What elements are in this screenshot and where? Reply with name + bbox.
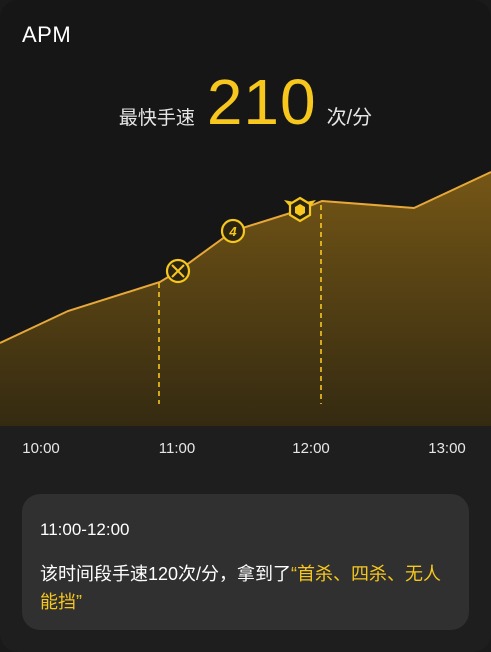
top-speed-value: 210 [206, 66, 317, 138]
summary-text-prefix: 该时间段手速120次/分，拿到了 [40, 564, 292, 584]
top-speed-label: 最快手速 [118, 108, 195, 129]
period-summary-card: 11:00-12:00 该时间段手速120次/分，拿到了“首杀、四杀、无人能挡” [22, 494, 469, 630]
x-tick-label: 10:00 [22, 440, 60, 457]
apm-area-fill [0, 172, 491, 426]
page-title: APM [22, 22, 72, 47]
x-tick-label: 12:00 [292, 440, 330, 457]
first-blood-icon[interactable] [165, 258, 191, 284]
ace-icon[interactable] [284, 196, 316, 223]
period-time-range: 11:00-12:00 [40, 520, 130, 539]
svg-text:4: 4 [228, 224, 237, 239]
summary-achievements: “首杀、四杀、无人能挡” [40, 564, 442, 612]
x-axis: 10:00 11:00 12:00 13:00 [0, 440, 491, 460]
top-speed-unit: 次/分 [326, 107, 373, 129]
period-summary-text: 该时间段手速120次/分，拿到了“首杀、四杀、无人能挡” [40, 560, 455, 616]
quadra-kill-icon[interactable]: 4 [220, 218, 246, 244]
x-tick-label: 13:00 [428, 440, 466, 457]
apm-area-chart: 4 [0, 171, 491, 426]
x-tick-label: 11:00 [158, 440, 196, 457]
top-speed-row: 最快手速 210 次/分 [0, 70, 491, 134]
